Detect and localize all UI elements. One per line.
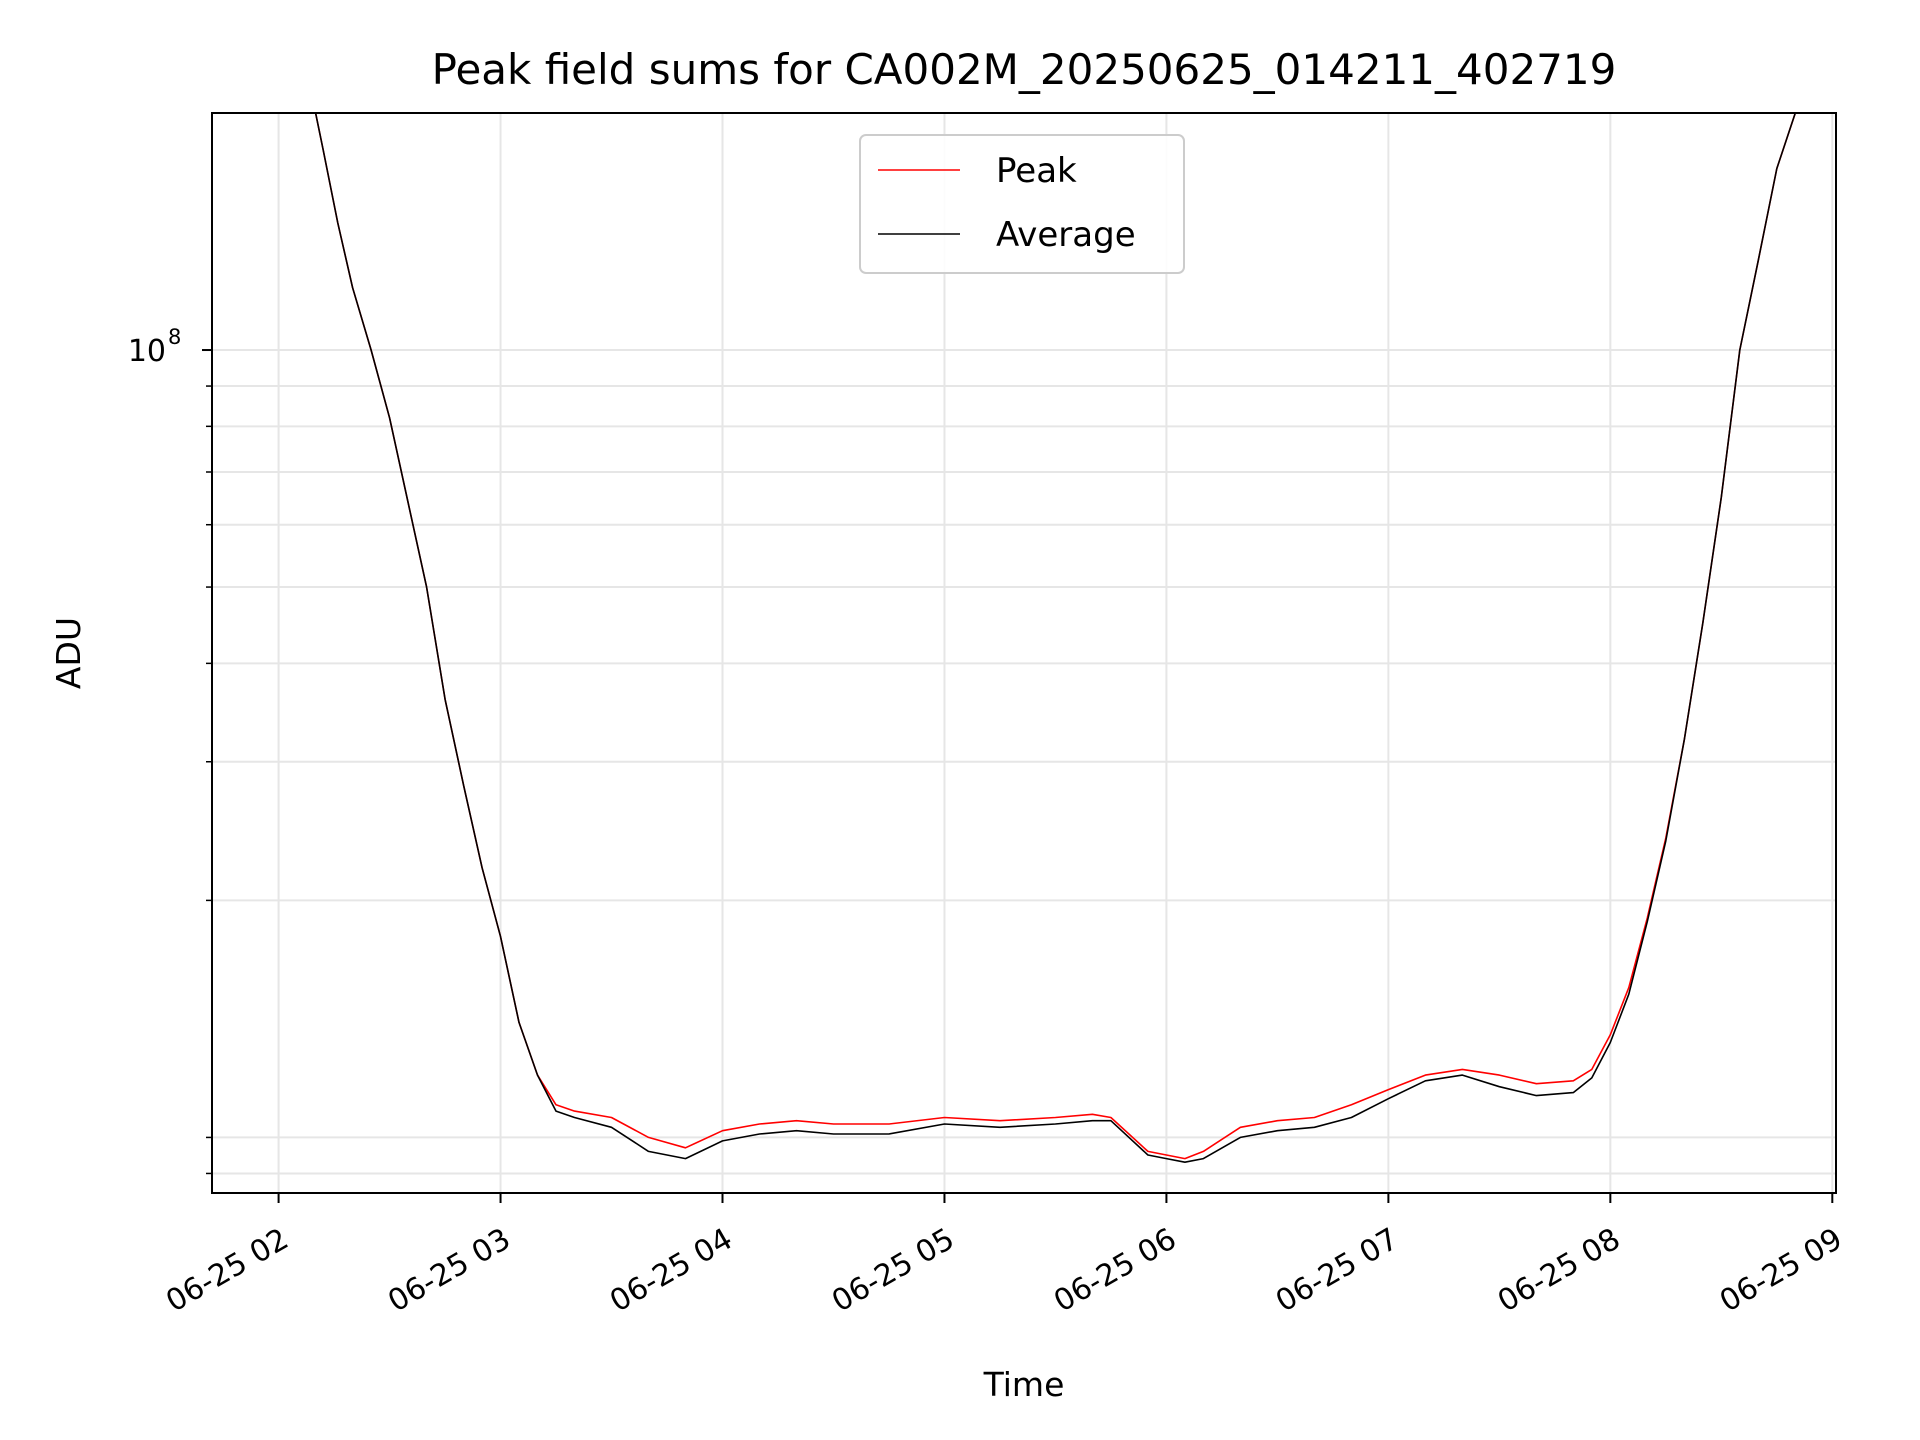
series-line-average (212, 113, 1836, 1163)
y-tick-label-exponent: 8 (168, 325, 181, 349)
y-axis-title: ADU (49, 617, 88, 689)
y-tick-label: 10 (128, 334, 166, 369)
series-group (212, 113, 1836, 1163)
legend: Peak Average (859, 134, 1185, 274)
legend-label-peak: Peak (996, 151, 1077, 191)
legend-label-average: Average (996, 215, 1136, 255)
grid (212, 113, 1836, 1193)
x-axis-title: Time (983, 1365, 1065, 1404)
plot-frame (211, 112, 1837, 1194)
y-tick-label-base: 10 (128, 334, 166, 369)
chart-title: Peak field sums for CA002M_20250625_0142… (432, 45, 1617, 94)
